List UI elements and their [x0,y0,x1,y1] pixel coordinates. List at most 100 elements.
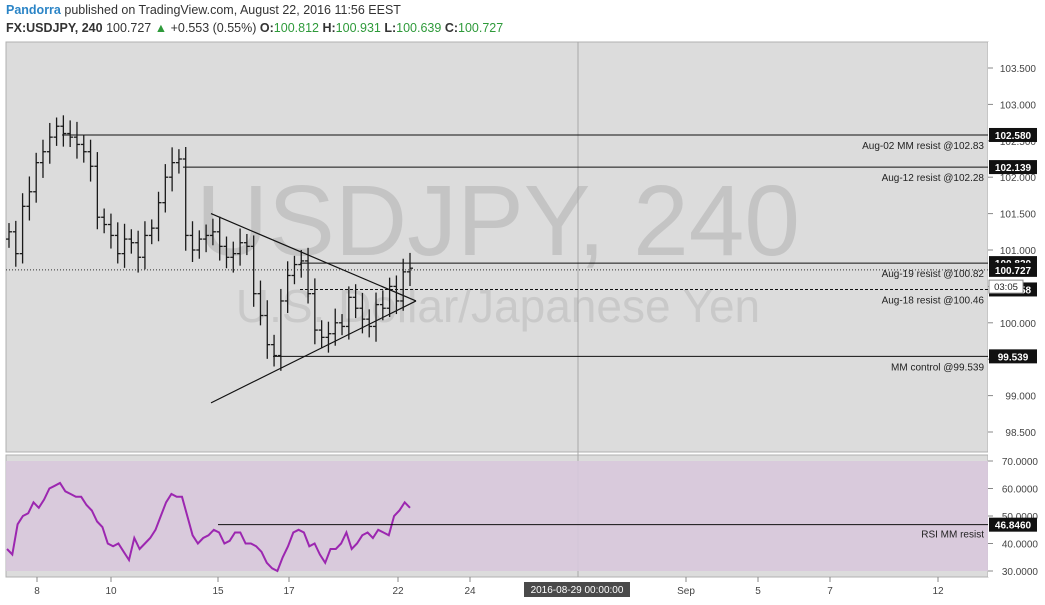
ohlc-bar [379,290,386,321]
level-price-label: 102.580 [995,131,1032,142]
countdown-label: 03:05 [994,282,1018,293]
ohlc-bar [33,152,40,203]
ohlc-bar [243,233,250,256]
ohlc-bar [182,146,189,251]
ohlc-bar [19,193,26,264]
ohlc-bar [6,223,12,248]
last-price-label: 100.727 [995,266,1032,277]
ohlc-bar [128,229,135,254]
low-label: L: [384,21,397,35]
ohlc-bar [189,221,196,263]
ohlc-bar [359,292,366,334]
level-annotation: Aug-19 resist @100.82 [882,269,985,280]
level-price-label: 102.139 [995,163,1032,174]
price-tick-label: 101.000 [1000,246,1037,257]
ohlc-bar [298,250,305,278]
price-tick-label: 98.500 [1005,428,1036,439]
ohlc-bar [237,228,244,266]
close-value: 100.727 [458,21,504,35]
price-tick-label: 102.500 [1000,137,1037,148]
ohlc-bar [135,230,142,273]
ohlc-bar [318,320,325,349]
rsi-tick-label: 50.0000 [1002,512,1039,523]
ohlc-bar [373,292,380,342]
ohlc-bar [216,216,223,261]
price-tick-label: 102.000 [1000,173,1037,184]
crosshair-date-label: 2016-08-29 00:00:00 [531,585,624,596]
rsi-level-label: 46.8460 [995,521,1032,532]
ohlc-bar [311,278,318,345]
ohlc-bar [53,117,60,146]
level-annotation: Aug-18 resist @100.46 [882,295,985,306]
low-value: 100.639 [396,21,442,35]
publish-text: published on TradingView.com, August 22,… [64,3,401,17]
ohlc-bar [209,218,216,246]
price-tick-label: 103.000 [1000,100,1037,111]
time-tick-label: 5 [755,586,761,597]
ohlc-bar [87,139,94,182]
rsi-tick-label: 70.0000 [1002,457,1039,468]
rsi-line [6,481,411,573]
ohlc-bar [264,300,271,359]
ohlc-bar [26,176,33,221]
author-link[interactable]: Pandorra [6,3,61,17]
ohlc-bar [80,134,87,163]
price-tick-label: 103.500 [1000,64,1037,75]
up-arrow-icon: ▲ [154,21,168,35]
level-price-box [989,127,1037,142]
close-label: C: [444,21,459,35]
watermark-symbol: USDJPY, 240 [196,165,800,277]
symbol-label[interactable]: FX:USDJPY, 240 [6,21,103,35]
time-tick-label: 15 [212,586,224,597]
open-value: 100.812 [273,21,319,35]
ohlc-bar [407,252,413,287]
price-axis[interactable] [988,42,1043,577]
rsi-tick-label: 40.0000 [1002,540,1039,551]
level-price-box [989,349,1037,364]
ohlc-bar [107,213,114,249]
ohlc-bar [305,247,312,304]
high-value: 100.931 [335,21,381,35]
time-tick-label: 10 [105,586,117,597]
symbol-info: FX:USDJPY, 240 100.727 ▲ +0.553 (0.55%) … [6,21,503,35]
open-label: O: [259,21,274,35]
ohlc-bar [284,261,291,313]
price-tick-label: 99.000 [1005,392,1036,403]
countdown-box [988,279,1024,294]
ohlc-bar [175,149,182,174]
last-price: 100.727 [106,21,152,35]
ohlc-bar [94,152,101,230]
ohlc-bar [203,224,210,253]
ohlc-bar [257,280,264,326]
time-tick-label: 7 [827,586,833,597]
time-tick-label: 24 [464,586,476,597]
level-price-label: 99.539 [998,352,1029,363]
ohlc-bar [67,120,74,147]
time-tick-label: 22 [392,586,404,597]
price-pane[interactable] [5,41,989,453]
price-tick-label: 101.500 [1000,210,1037,221]
ohlc-bar [39,139,46,178]
crosshair-date-box [524,582,630,597]
rsi-level-annotation: RSI MM resist [921,530,984,541]
level-annotation: Aug-02 MM resist @102.83 [862,141,984,152]
last-price-box [989,262,1037,277]
time-tick-label: Sep [677,586,695,597]
ohlc-bar [400,258,407,311]
time-tick-label: 17 [283,586,295,597]
level-annotation: MM control @99.539 [891,362,984,373]
ohlc-bar [325,321,332,353]
level-price-box [989,160,1037,175]
rsi-tick-label: 60.0000 [1002,485,1039,496]
ohlc-bar [148,219,155,245]
ohlc-bar [114,222,121,264]
ohlc-bar [366,309,373,338]
ohlc-bar [345,286,352,340]
ohlc-bar [352,284,359,319]
ohlc-bar [332,308,339,346]
ohlc-bar [339,314,346,336]
ohlc-bar [393,275,400,315]
ohlc-bar [271,334,278,367]
ohlc-bar [230,241,237,273]
